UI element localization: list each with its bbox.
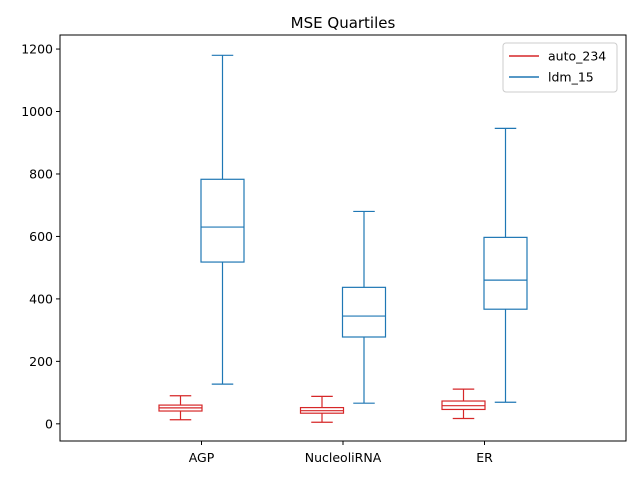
x-tick-label: NucleoliRNA — [305, 450, 382, 465]
chart-title: MSE Quartiles — [291, 14, 396, 32]
legend-label-ldm-15: ldm_15 — [548, 70, 594, 85]
box-group-ldm-15-nucleolirna — [341, 210, 387, 404]
plot-area — [158, 54, 528, 423]
box-group-auto-234-agp — [158, 395, 203, 421]
x-tick-label: AGP — [189, 450, 215, 465]
box-group-auto-234-er — [441, 388, 486, 420]
y-tick-label: 400 — [29, 291, 53, 306]
y-tick-label: 1200 — [21, 42, 53, 57]
y-tick-label: 600 — [29, 229, 53, 244]
box-group-ldm-15-er — [483, 127, 528, 403]
box-iqr — [483, 236, 528, 310]
box-group-ldm-15-agp — [200, 54, 245, 385]
legend-label-auto-234: auto_234 — [548, 49, 606, 64]
y-tick-label: 800 — [29, 166, 53, 181]
y-tick-label: 200 — [29, 354, 53, 369]
legend: auto_234 ldm_15 — [502, 42, 618, 93]
box-group-auto-234-nucleolirna — [299, 395, 345, 423]
box-iqr — [341, 286, 387, 338]
plot-frame — [59, 34, 627, 442]
axes: 0 200 400 600 800 1000 1200 AGP NucleoliRNA ER — [21, 34, 627, 465]
box-iqr — [200, 178, 245, 263]
y-tick-label: 0 — [45, 416, 53, 431]
x-tick-label: ER — [476, 450, 493, 465]
y-tick-label: 1000 — [21, 104, 53, 119]
